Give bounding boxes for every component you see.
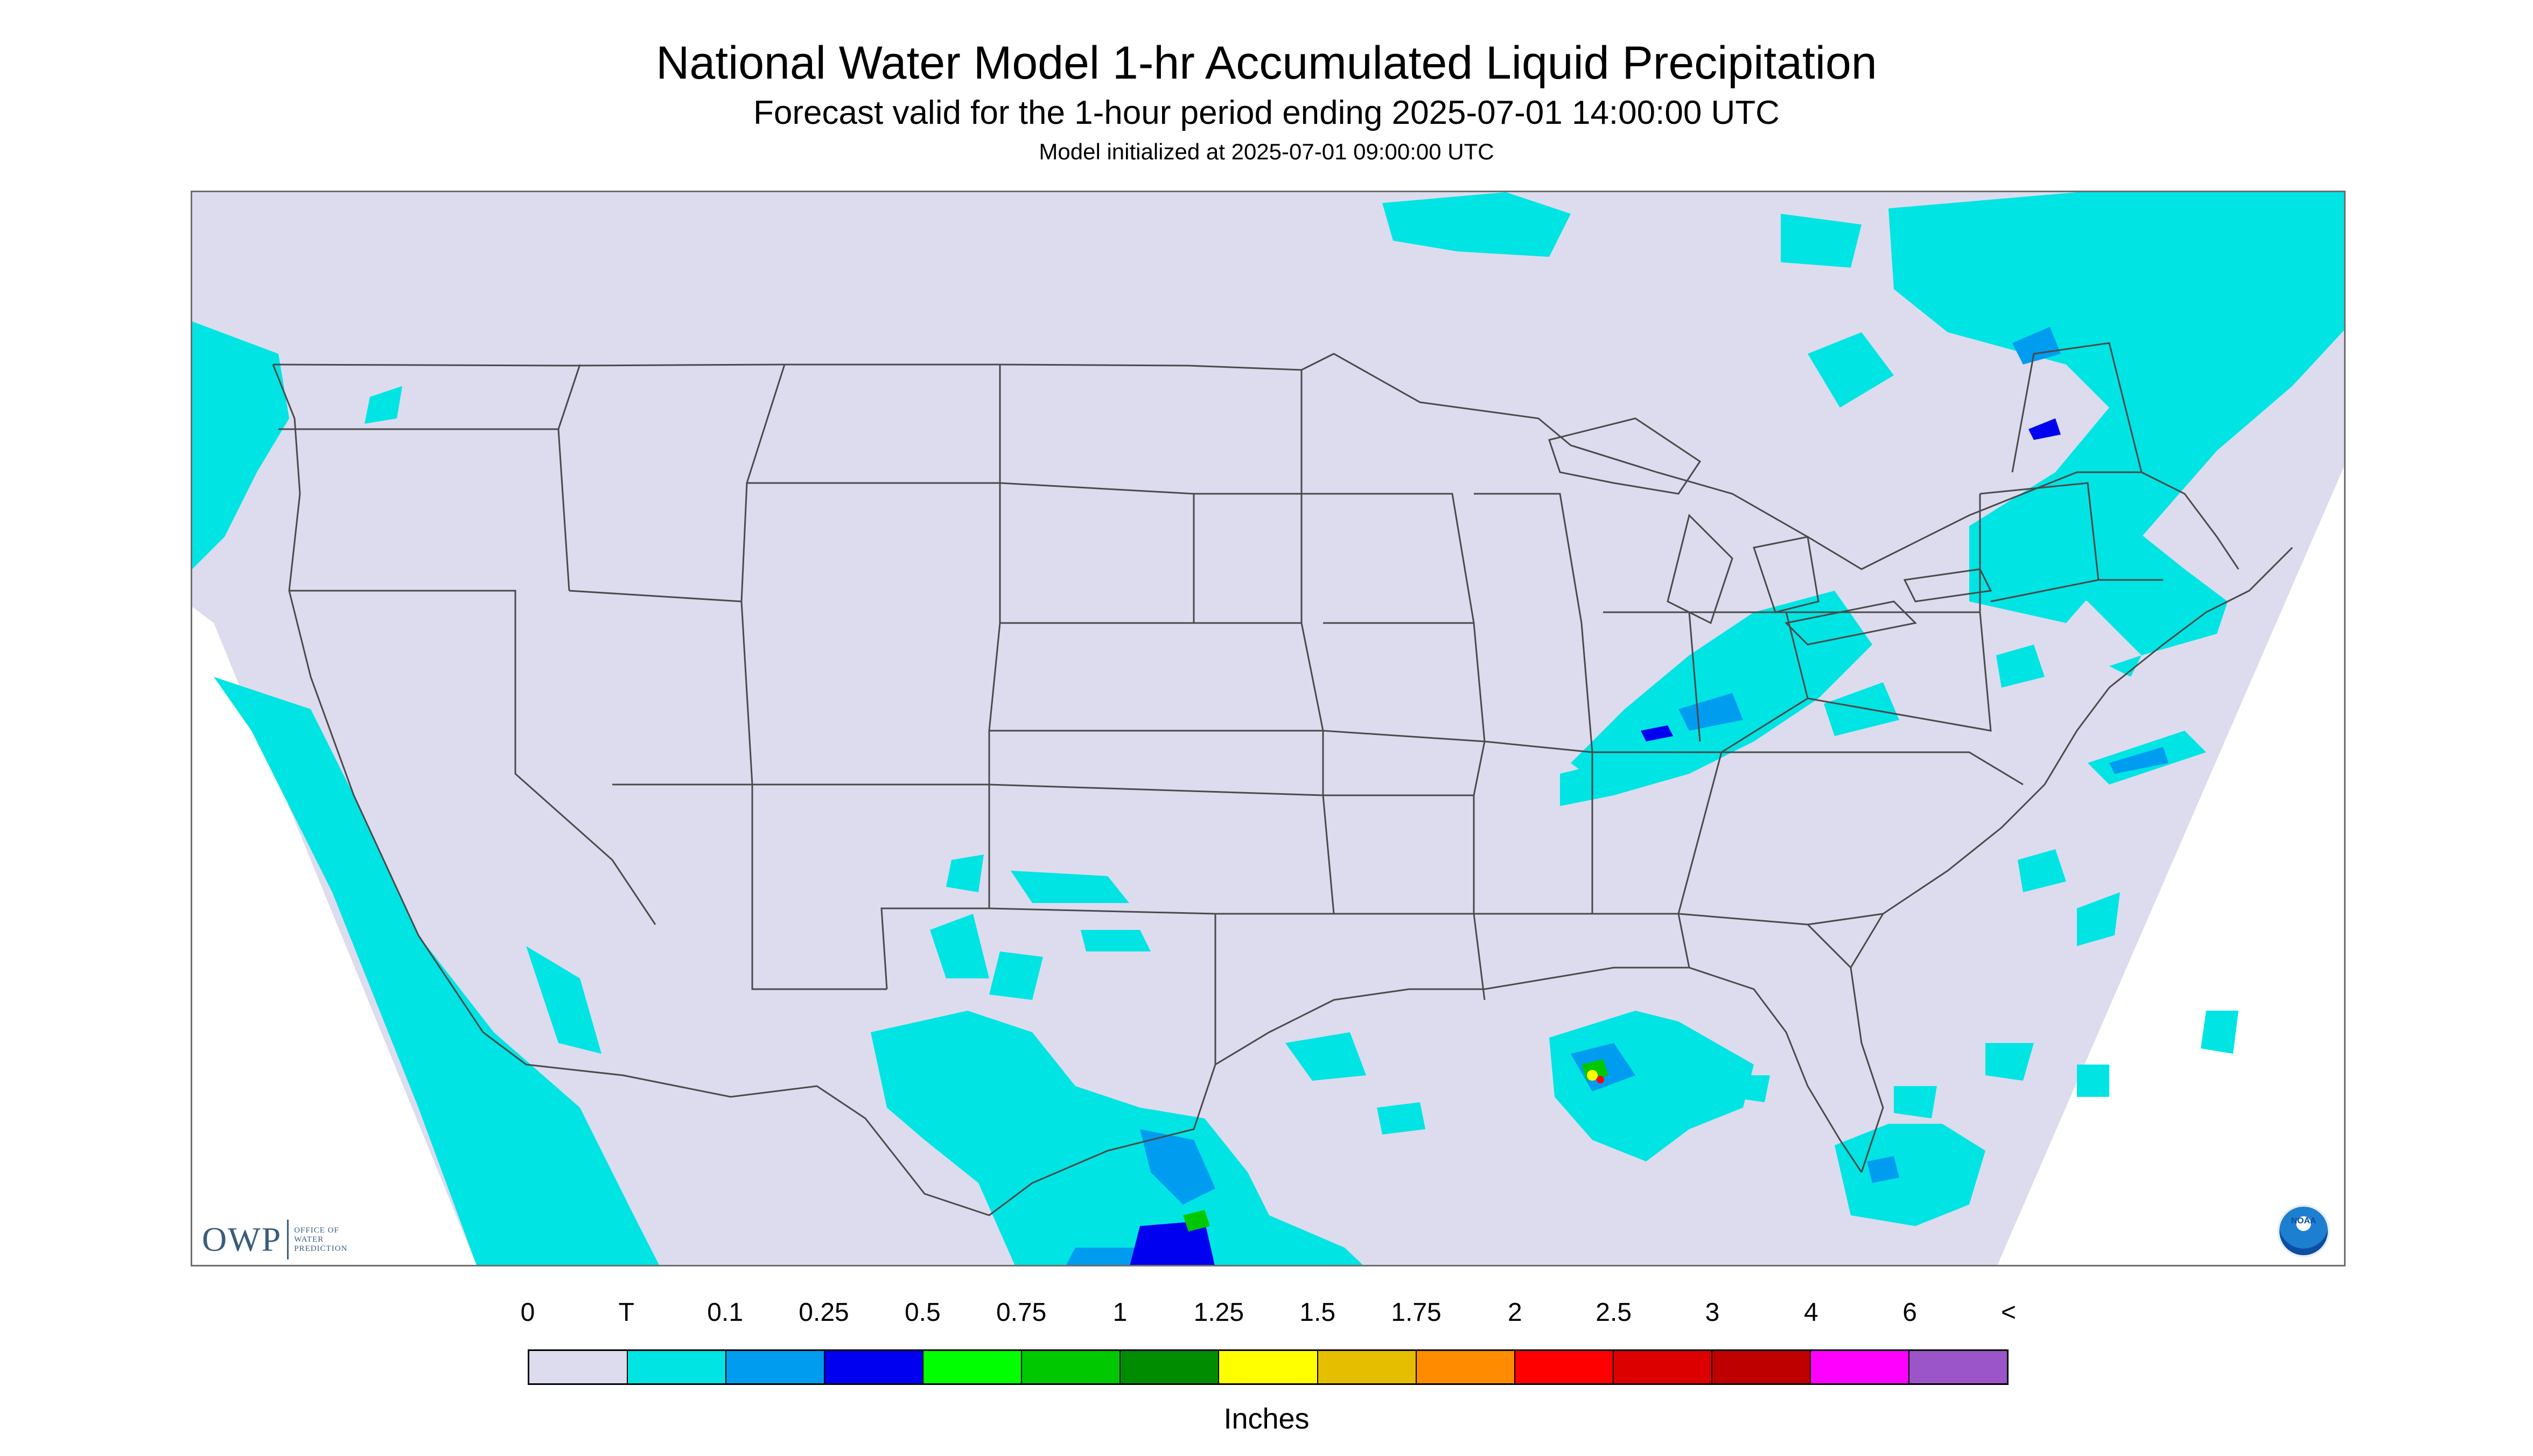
legend-labels: 0 T 0.1 0.25 0.5 0.75 1 1.25 1.5 1.75 2 2.5 3 4 6 <: [521, 1298, 2016, 1335]
legend-label: 1.5: [1299, 1298, 1336, 1327]
precip-trace-areas: [192, 192, 2344, 1265]
legend-swatch: [529, 1351, 628, 1383]
legend-swatch: [1416, 1351, 1515, 1383]
legend-label: T: [618, 1298, 634, 1327]
legend-swatch: [1022, 1351, 1121, 1383]
legend-label: 1.25: [1193, 1298, 1244, 1327]
owp-logo-text: OWP: [202, 1220, 289, 1259]
precipitation-map: OWP OFFICE OF WATER PREDICTION NOAA: [191, 191, 2346, 1266]
state-borders: [272, 342, 2293, 1216]
model-init-line: Model initialized at 2025-07-01 09:00:00…: [1039, 139, 1494, 164]
legend-label: 4: [1803, 1298, 1818, 1327]
legend-label: <: [2000, 1298, 2017, 1327]
map-canvas: [192, 192, 2344, 1265]
legend-swatch: [628, 1351, 727, 1383]
legend-swatch: [923, 1351, 1023, 1383]
legend-swatch: [1613, 1351, 1712, 1383]
noaa-logo: NOAA: [2277, 1205, 2330, 1257]
legend-swatch: [726, 1351, 825, 1383]
owp-logo: OWP OFFICE OF WATER PREDICTION: [202, 1220, 348, 1259]
legend-swatch: [1810, 1351, 1909, 1383]
legend-label: 0.25: [799, 1298, 849, 1327]
legend-color-bar: [528, 1349, 2009, 1385]
precip-yellow-cores: [1587, 1070, 1598, 1081]
legend-label: 2.5: [1596, 1298, 1632, 1327]
legend-label: 0: [520, 1298, 535, 1327]
legend-label: 6: [1902, 1298, 1918, 1327]
legend-swatch: [1712, 1351, 1811, 1383]
legend-label: 0.5: [904, 1298, 941, 1327]
legend-label: 0.1: [707, 1298, 744, 1327]
legend-label: 0.75: [996, 1298, 1047, 1327]
map-subtitle: Forecast valid for the 1-hour period end…: [753, 94, 1780, 131]
owp-logo-subtext: OFFICE OF WATER PREDICTION: [294, 1226, 348, 1253]
precip-red-cores: [1597, 1076, 1604, 1083]
legend-label: 1: [1112, 1298, 1128, 1327]
legend-label: 2: [1507, 1298, 1522, 1327]
legend-swatch: [1318, 1351, 1417, 1383]
legend-swatch: [825, 1351, 924, 1383]
legend-swatch: [1515, 1351, 1614, 1383]
legend-label: 3: [1705, 1298, 1720, 1327]
legend-swatch: [1219, 1351, 1318, 1383]
legend-swatch: [1909, 1351, 2007, 1383]
legend-swatch: [1121, 1351, 1220, 1383]
model-domain: [192, 192, 2344, 1265]
legend-label: 1.75: [1391, 1298, 1442, 1327]
legend-units: Inches: [1223, 1403, 1310, 1435]
precip-dark-blue-cores: [1130, 418, 2061, 1265]
map-title: National Water Model 1-hr Accumulated Li…: [656, 37, 1877, 89]
